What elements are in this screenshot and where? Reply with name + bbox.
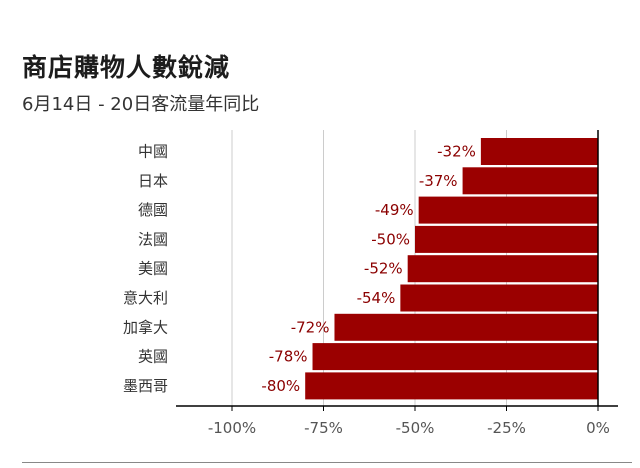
bar bbox=[305, 372, 598, 400]
bar bbox=[400, 284, 598, 312]
data-label: -78% bbox=[269, 348, 308, 366]
x-tick-label: -100% bbox=[208, 419, 256, 437]
data-label: -80% bbox=[261, 377, 300, 395]
bar bbox=[407, 255, 598, 283]
bar bbox=[415, 225, 598, 253]
category-label: 墨西哥 bbox=[123, 377, 168, 395]
data-label: -49% bbox=[375, 201, 414, 219]
data-label: -50% bbox=[371, 230, 410, 248]
bottom-divider bbox=[22, 462, 632, 463]
x-tick-label: -25% bbox=[487, 419, 526, 437]
category-label: 意大利 bbox=[123, 289, 168, 307]
chart-subtitle: 6月14日 - 20日客流量年同比 bbox=[22, 94, 260, 115]
x-tick-label: -75% bbox=[304, 419, 343, 437]
x-tick-label: -50% bbox=[396, 419, 435, 437]
category-label: 中國 bbox=[138, 143, 168, 161]
data-label: -52% bbox=[364, 260, 403, 278]
category-label: 英國 bbox=[138, 348, 168, 366]
bar bbox=[462, 167, 598, 195]
category-label: 加拿大 bbox=[123, 318, 168, 336]
bar bbox=[334, 313, 598, 341]
category-label: 美國 bbox=[138, 260, 168, 278]
bar bbox=[312, 343, 598, 371]
category-label: 德國 bbox=[138, 201, 168, 219]
data-label: -72% bbox=[291, 318, 330, 336]
x-tick-label: 0% bbox=[586, 419, 610, 437]
bar bbox=[418, 196, 598, 224]
category-label: 日本 bbox=[138, 172, 168, 190]
data-label: -37% bbox=[419, 172, 458, 190]
bar bbox=[480, 138, 598, 165]
data-label: -32% bbox=[437, 143, 476, 161]
category-label: 法國 bbox=[138, 230, 168, 248]
data-label: -54% bbox=[357, 289, 396, 307]
chart-title: 商店購物人數銳減 bbox=[22, 53, 231, 82]
